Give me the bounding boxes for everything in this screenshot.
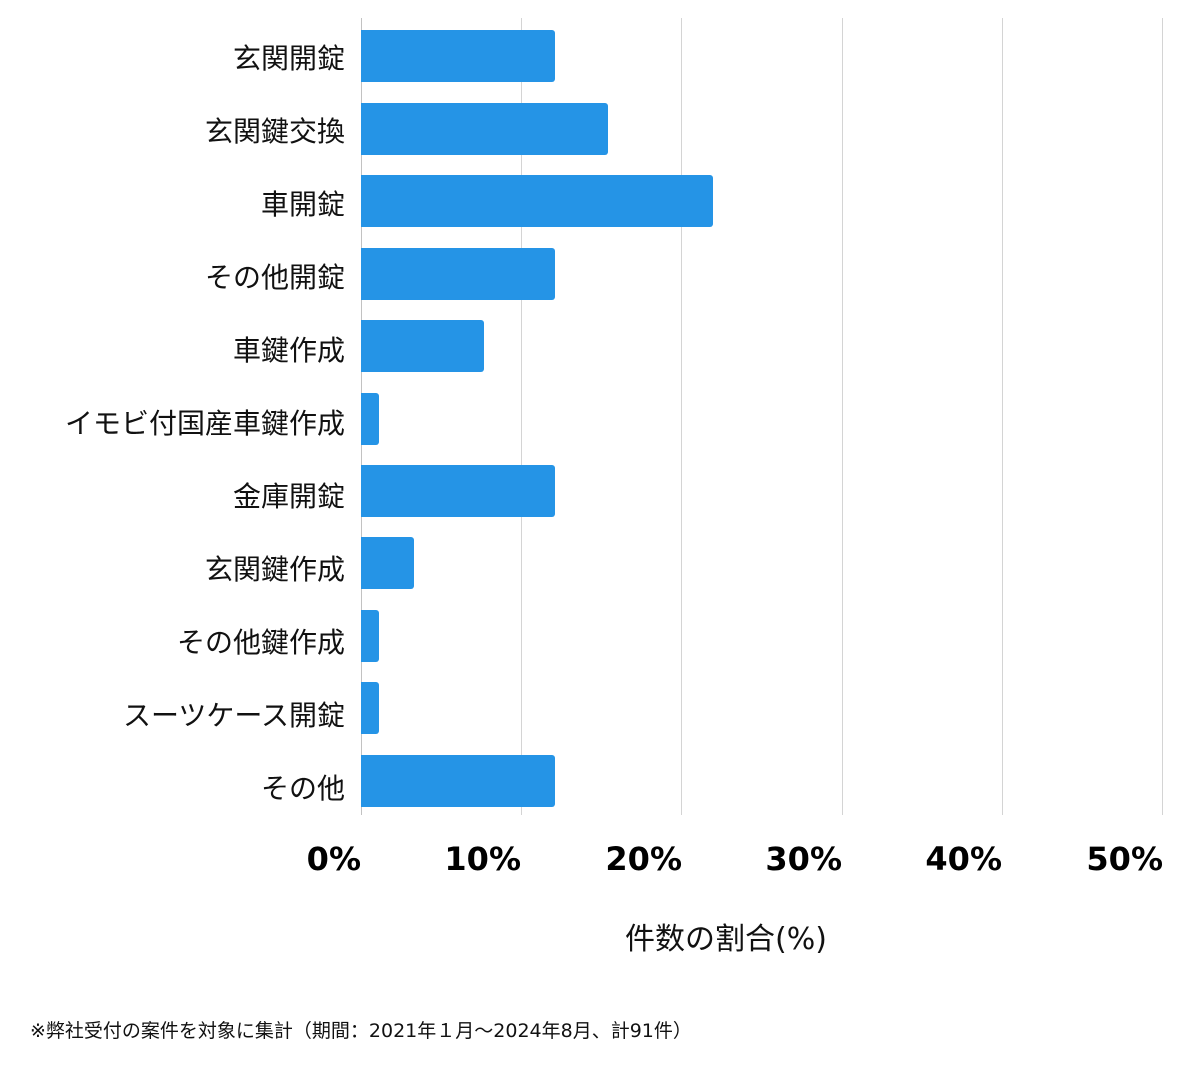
- bar: [361, 682, 379, 735]
- x-axis-title: 件数の割合(%): [625, 922, 827, 957]
- x-tick: 10%: [444, 840, 521, 878]
- x-tick: 40%: [925, 840, 1002, 878]
- x-tick: 0%: [306, 840, 361, 878]
- gridline-50: [1162, 18, 1163, 815]
- bar: [361, 320, 485, 373]
- category-label: 車開錠: [260, 188, 345, 221]
- category-label: 玄関開錠: [232, 42, 345, 75]
- bar: [361, 102, 608, 155]
- bar: [361, 464, 555, 517]
- x-tick: 50%: [1086, 840, 1163, 878]
- bar: [361, 247, 555, 300]
- bar: [361, 537, 414, 590]
- bar: [361, 609, 379, 662]
- category-label: イモビ付国産車鍵作成: [64, 407, 345, 440]
- bar: [361, 175, 714, 228]
- bar: [361, 392, 379, 445]
- x-tick: 20%: [605, 840, 682, 878]
- x-tick: 30%: [765, 840, 842, 878]
- category-label: その他開錠: [204, 261, 345, 294]
- category-label: 玄関鍵交換: [204, 115, 345, 148]
- category-label: その他鍵作成: [176, 626, 345, 659]
- gridline-40: [1002, 18, 1003, 815]
- gridline-10: [521, 18, 522, 815]
- category-label: 車鍵作成: [232, 334, 345, 367]
- footnote: ※弊社受付の案件を対象に集計（期間：2021年１月～2024年8月、計91件）: [30, 1020, 692, 1042]
- gridline-20: [681, 18, 682, 815]
- category-label: その他: [260, 772, 345, 805]
- category-label: 金庫開錠: [232, 480, 345, 513]
- category-label: スーツケース開錠: [122, 699, 345, 732]
- bar: [361, 30, 555, 83]
- gridline-30: [842, 18, 843, 815]
- bar: [361, 754, 555, 807]
- plot-area: [361, 18, 1163, 815]
- category-label: 玄関鍵作成: [204, 553, 345, 586]
